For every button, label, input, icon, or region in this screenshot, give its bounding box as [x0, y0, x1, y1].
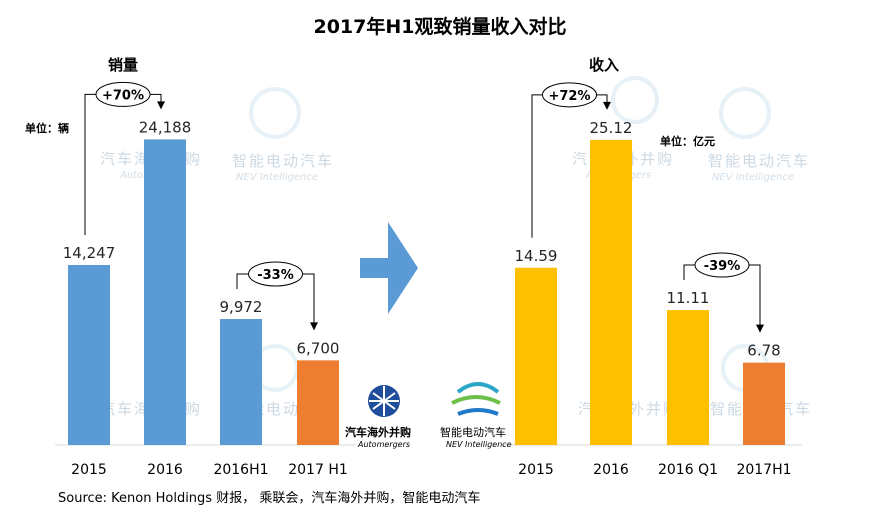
sales-value-label-2: 9,972	[220, 298, 263, 316]
revenue-chart-title: 收入	[589, 56, 620, 74]
sales-category-label-3: 2017 H1	[288, 462, 348, 478]
revenue-category-label-0: 2015	[518, 462, 554, 478]
sales-growth-arrowhead-1	[310, 322, 318, 331]
watermark-nev: 智能电动汽车	[232, 152, 335, 170]
revenue-unit-label: 单位：亿元	[660, 135, 715, 148]
watermark-nev-en: NEV Intelligence	[236, 172, 319, 183]
chart-title: 2017年H1观致销量收入对比	[313, 16, 567, 38]
sales-value-label-0: 14,247	[63, 244, 116, 262]
revenue-value-label-2: 11.11	[667, 289, 710, 307]
sales-category-label-2: 2016H1	[213, 462, 268, 478]
sales-bar-1	[144, 139, 186, 445]
sales-value-label-1: 24,188	[139, 118, 192, 136]
watermark-nev: 智能电动汽车	[708, 152, 811, 170]
automergers-logo	[368, 385, 400, 417]
sales-chart-title: 销量	[108, 56, 139, 74]
sales-bar-3	[297, 360, 339, 445]
revenue-value-label-3: 6.78	[747, 342, 780, 360]
revenue-growth-label-0: +72%	[548, 89, 590, 104]
revenue-category-label-2: 2016 Q1	[658, 462, 718, 478]
sales-bar-0	[68, 265, 110, 445]
nev-logo-subtext: NEV Intelligence	[446, 440, 512, 449]
revenue-growth-badge-1	[694, 252, 750, 278]
transition-arrow	[360, 222, 418, 314]
revenue-category-label-3: 2017H1	[736, 462, 791, 478]
sales-value-label-3: 6,700	[297, 339, 340, 357]
nev-logo	[451, 382, 501, 416]
automergers-logo-text: 汽车海外并购	[345, 426, 411, 439]
revenue-growth-arrowhead-0	[603, 101, 611, 110]
revenue-value-label-1: 25.12	[590, 119, 633, 137]
watermark-nev-en: NEV Intelligence	[712, 172, 795, 183]
sales-growth-badge-0	[95, 81, 151, 107]
nev-logo-text: 智能电动汽车	[440, 426, 506, 439]
sales-growth-arrowhead-0	[157, 101, 165, 110]
revenue-bar-3	[743, 362, 785, 445]
sales-category-label-0: 2015	[71, 462, 107, 478]
sales-growth-label-1: -33%	[257, 268, 294, 283]
revenue-growth-label-1: -39%	[704, 259, 741, 274]
sales-unit-label: 单位：辆	[25, 122, 69, 135]
revenue-growth-badge-0	[542, 82, 597, 108]
revenue-growth-arrowhead-1	[756, 324, 764, 333]
sales-growth-label-0: +70%	[102, 88, 144, 103]
revenue-bar-2	[667, 310, 709, 445]
sales-category-label-1: 2016	[147, 462, 183, 478]
automergers-logo-subtext: Automergers	[358, 440, 411, 449]
sales-growth-badge-1	[248, 261, 303, 287]
source-note: Source: Kenon Holdings 财报， 乘联会，汽车海外并购，智能…	[58, 491, 481, 506]
sales-bar-2	[220, 319, 262, 445]
revenue-bar-0	[515, 267, 557, 445]
revenue-bar-1	[590, 139, 632, 445]
revenue-value-label-0: 14.59	[515, 247, 558, 265]
revenue-category-label-1: 2016	[593, 462, 629, 478]
